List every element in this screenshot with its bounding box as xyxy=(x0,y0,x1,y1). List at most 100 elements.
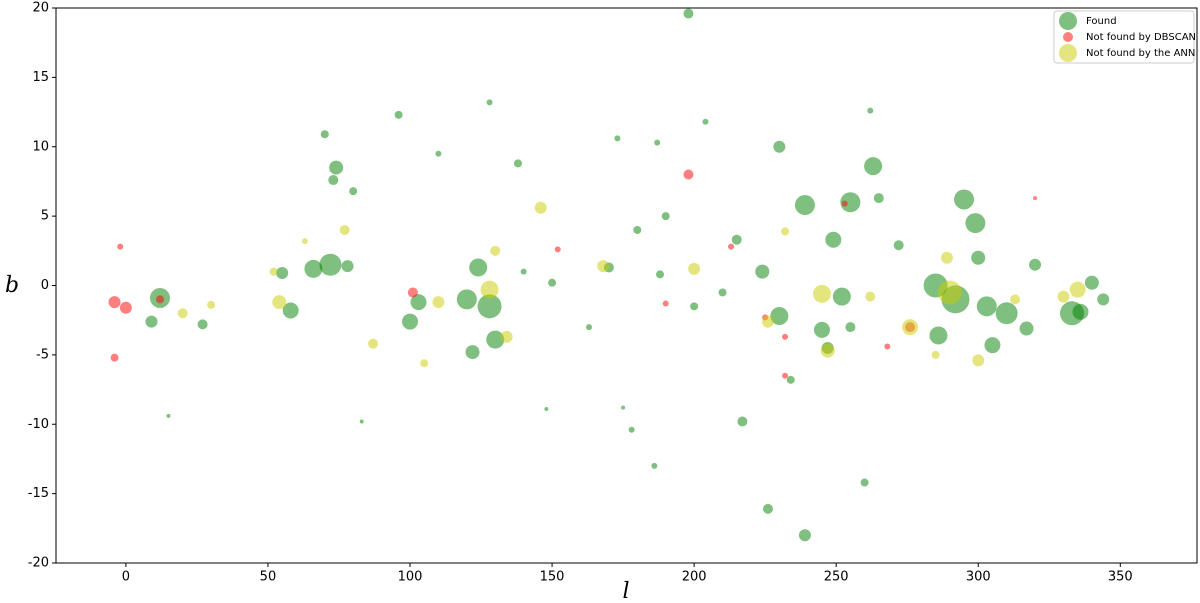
y-axis-label: b xyxy=(5,273,19,298)
point xyxy=(456,289,477,310)
point xyxy=(614,135,621,142)
x-tick-label: 200 xyxy=(682,570,707,585)
point xyxy=(328,175,339,186)
point xyxy=(368,338,379,349)
points xyxy=(108,8,1110,542)
point xyxy=(480,280,499,299)
point xyxy=(940,251,953,264)
legend-label: Not found by the ANN xyxy=(1086,48,1195,59)
point xyxy=(954,189,975,210)
x-tick-label: 50 xyxy=(260,570,277,585)
point xyxy=(117,243,124,250)
point xyxy=(820,343,835,358)
point xyxy=(500,330,513,343)
point xyxy=(893,240,904,251)
point xyxy=(976,296,997,317)
point xyxy=(1072,303,1089,320)
y-tick-label: -20 xyxy=(28,556,49,571)
point xyxy=(407,287,418,298)
x-tick-label: 350 xyxy=(1108,570,1133,585)
point xyxy=(435,150,442,157)
point xyxy=(1084,275,1099,290)
point xyxy=(513,159,522,168)
y-tick-label: -10 xyxy=(28,417,49,432)
point xyxy=(1029,258,1042,271)
legend: Found Not found by DBSCAN Not found by the… xyxy=(1053,10,1196,64)
legend-marker xyxy=(1059,44,1077,62)
point xyxy=(1057,290,1070,303)
point xyxy=(773,140,786,153)
legend-label: Not found by DBSCAN xyxy=(1086,32,1196,43)
point xyxy=(319,253,342,276)
point xyxy=(349,187,358,196)
point xyxy=(548,278,557,287)
point xyxy=(108,296,121,309)
point xyxy=(420,359,429,368)
point xyxy=(860,478,869,487)
point xyxy=(490,245,501,256)
x-axis-label: l xyxy=(622,579,629,603)
point xyxy=(520,268,527,275)
point xyxy=(845,322,856,333)
point xyxy=(554,246,561,253)
point xyxy=(873,193,884,204)
point xyxy=(304,259,323,278)
y-tick-label: 15 xyxy=(32,70,49,85)
point xyxy=(718,288,727,297)
point xyxy=(544,406,549,411)
point xyxy=(651,462,658,469)
point xyxy=(394,110,403,119)
point xyxy=(841,200,848,207)
point xyxy=(1019,321,1034,336)
point xyxy=(359,419,364,424)
point xyxy=(731,234,742,245)
point xyxy=(762,503,773,514)
point xyxy=(683,8,694,19)
point xyxy=(781,227,790,236)
point xyxy=(813,321,830,338)
point xyxy=(864,157,883,176)
point xyxy=(465,345,480,360)
point xyxy=(782,333,789,340)
point xyxy=(1010,294,1021,305)
point xyxy=(971,250,986,265)
point xyxy=(761,315,774,328)
point xyxy=(1033,196,1038,201)
point xyxy=(628,426,635,433)
point xyxy=(276,267,289,280)
point xyxy=(702,118,709,125)
x-tick-label: 300 xyxy=(966,570,991,585)
point xyxy=(662,300,669,307)
point xyxy=(282,302,299,319)
x-tick-label: 150 xyxy=(540,570,565,585)
point xyxy=(339,225,350,235)
point xyxy=(534,201,547,214)
point xyxy=(929,326,948,345)
point xyxy=(865,291,876,302)
point xyxy=(840,192,861,213)
y-tick-label: -15 xyxy=(28,486,49,501)
point xyxy=(737,416,748,427)
y-tick-label: 20 xyxy=(32,1,49,16)
point xyxy=(683,169,694,180)
point xyxy=(486,99,493,106)
point xyxy=(633,226,642,234)
point xyxy=(995,302,1018,325)
point xyxy=(798,529,811,542)
y-tick-label: -5 xyxy=(36,347,49,362)
legend-box xyxy=(1053,10,1195,64)
point xyxy=(931,350,940,359)
point xyxy=(269,267,278,276)
point xyxy=(119,301,132,314)
point xyxy=(832,287,851,306)
point xyxy=(965,213,986,234)
point xyxy=(786,375,795,384)
point xyxy=(432,296,445,309)
point xyxy=(937,280,962,305)
point xyxy=(984,337,1001,354)
point xyxy=(145,315,158,328)
point xyxy=(301,238,308,245)
point xyxy=(884,343,891,350)
point xyxy=(597,260,610,273)
